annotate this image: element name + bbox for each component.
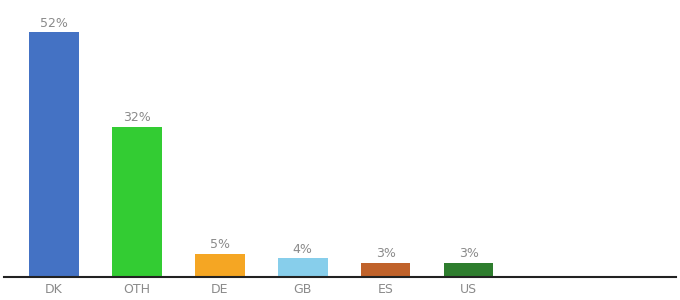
Text: 52%: 52% <box>40 16 68 30</box>
Text: 3%: 3% <box>375 247 396 260</box>
Bar <box>278 258 328 277</box>
Text: 4%: 4% <box>293 243 313 256</box>
Text: 5%: 5% <box>209 238 230 251</box>
Text: 3%: 3% <box>458 247 479 260</box>
Bar <box>443 263 494 277</box>
Bar <box>360 263 411 277</box>
Bar <box>195 254 245 277</box>
Bar <box>29 32 79 277</box>
Bar <box>112 127 162 277</box>
Text: 32%: 32% <box>123 111 151 124</box>
